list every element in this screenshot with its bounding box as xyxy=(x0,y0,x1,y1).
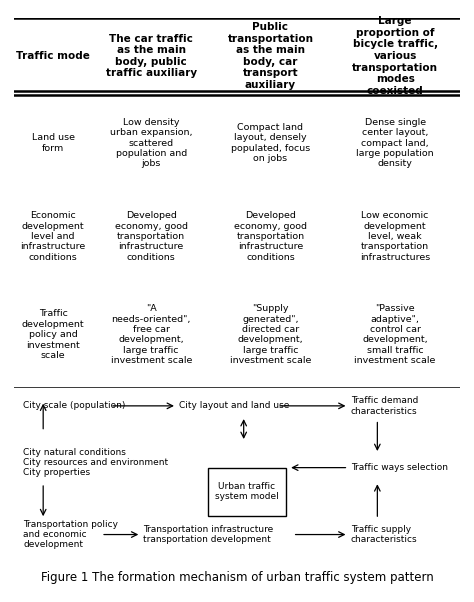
Text: City scale (population): City scale (population) xyxy=(23,402,126,411)
Text: Traffic ways selection: Traffic ways selection xyxy=(351,463,447,472)
Text: Figure 1 The formation mechanism of urban traffic system pattern: Figure 1 The formation mechanism of urba… xyxy=(41,571,433,584)
Text: Dense single
center layout,
compact land,
large population
density: Dense single center layout, compact land… xyxy=(356,118,434,169)
Text: "A
needs-oriented",
free car
development,
large traffic
investment scale: "A needs-oriented", free car development… xyxy=(110,304,192,365)
Text: Developed
economy, good
transportation
infrastructure
conditions: Developed economy, good transportation i… xyxy=(234,211,307,262)
Text: Developed
economy, good
transportation
infrastructure
conditions: Developed economy, good transportation i… xyxy=(115,211,188,262)
Text: Economic
development
level and
infrastructure
conditions: Economic development level and infrastru… xyxy=(20,211,86,262)
Text: Transportation infrastructure
transportation development: Transportation infrastructure transporta… xyxy=(144,525,273,544)
Text: "Supply
generated",
directed car
development,
large traffic
investment scale: "Supply generated", directed car develop… xyxy=(230,304,311,365)
Text: Traffic supply
characteristics: Traffic supply characteristics xyxy=(351,525,417,544)
Text: Traffic demand
characteristics: Traffic demand characteristics xyxy=(351,396,418,415)
Text: "Passive
adaptive",
control car
development,
small traffic
investment scale: "Passive adaptive", control car developm… xyxy=(355,304,436,365)
Text: City natural conditions
City resources and environment
City properties: City natural conditions City resources a… xyxy=(23,447,168,477)
Text: Traffic mode: Traffic mode xyxy=(16,51,90,61)
FancyBboxPatch shape xyxy=(208,468,286,516)
Text: Compact land
layout, densely
populated, focus
on jobs: Compact land layout, densely populated, … xyxy=(231,123,310,163)
Text: Large
proportion of
bicycle traffic,
various
transportation
modes
coexisted: Large proportion of bicycle traffic, var… xyxy=(352,16,438,96)
Text: Transportation policy
and economic
development: Transportation policy and economic devel… xyxy=(23,520,118,550)
Text: Low economic
development
level, weak
transportation
infrastructures: Low economic development level, weak tra… xyxy=(360,211,430,262)
Text: Urban traffic
system model: Urban traffic system model xyxy=(215,482,279,501)
Text: City layout and land use: City layout and land use xyxy=(179,402,290,411)
Text: Public
transportation
as the main
body, car
transport
auxiliary: Public transportation as the main body, … xyxy=(228,22,313,90)
Text: Low density
urban expansion,
scattered
population and
jobs: Low density urban expansion, scattered p… xyxy=(110,118,192,169)
Text: The car traffic
as the main
body, public
traffic auxiliary: The car traffic as the main body, public… xyxy=(106,34,197,78)
Text: Land use
form: Land use form xyxy=(32,133,75,153)
Text: Traffic
development
policy and
investment
scale: Traffic development policy and investmen… xyxy=(22,309,84,360)
